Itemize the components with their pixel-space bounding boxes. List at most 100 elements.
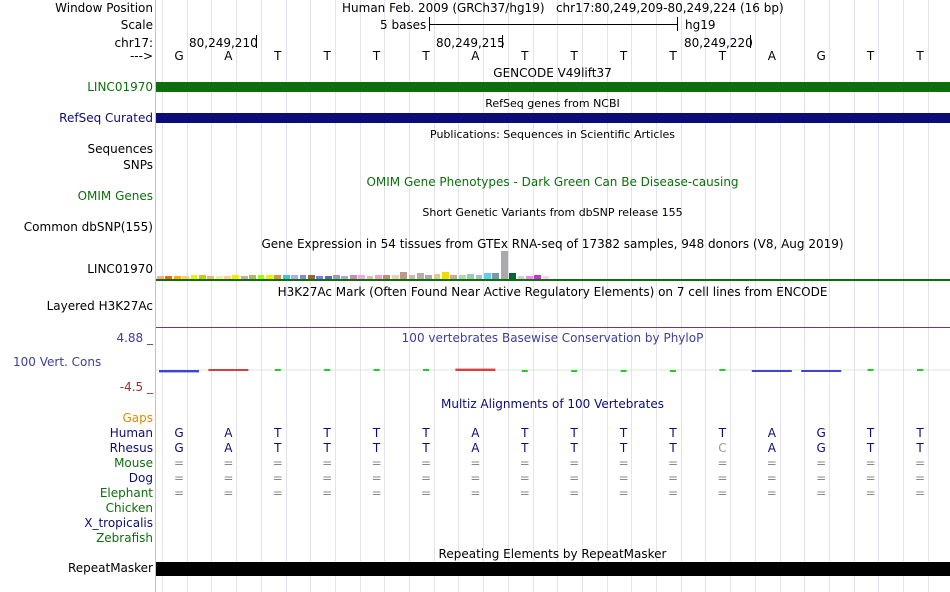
- conservation-score-mark: [455, 368, 496, 371]
- species-label-elephant[interactable]: Elephant: [99, 486, 153, 500]
- gtex-tissue-bar[interactable]: [232, 275, 240, 279]
- window-position-value: Human Feb. 2009 (GRCh37/hg19) chr17:80,2…: [342, 1, 784, 15]
- gtex-tissue-bar[interactable]: [349, 275, 357, 279]
- conservation-track-label[interactable]: 100 Vert. Cons: [13, 355, 102, 369]
- alignment-base: T: [718, 426, 727, 440]
- alignment-base: A: [224, 441, 233, 455]
- gtex-tissue-bar[interactable]: [433, 274, 441, 279]
- repeatmasker-bar[interactable]: [156, 562, 950, 576]
- gtex-tissue-bar[interactable]: [408, 275, 416, 279]
- gtex-tissue-bar[interactable]: [173, 276, 181, 279]
- gtex-tissue-bar[interactable]: [165, 276, 173, 279]
- alignment-base: =: [569, 471, 580, 485]
- species-label-dog[interactable]: Dog: [128, 471, 153, 485]
- gtex-tissue-bar[interactable]: [291, 275, 298, 279]
- gtex-tissue-bar[interactable]: [450, 275, 458, 279]
- gtex-tissue-bar[interactable]: [324, 276, 332, 279]
- gtex-tissue-bar[interactable]: [458, 275, 466, 279]
- gtex-track-label[interactable]: LINC01970: [87, 262, 153, 276]
- publications-sequences-label[interactable]: Sequences: [87, 142, 153, 156]
- gtex-tissue-bar[interactable]: [316, 276, 324, 279]
- gtex-tissue-bar[interactable]: [525, 276, 533, 279]
- gtex-tissue-bar[interactable]: [274, 275, 282, 279]
- alignment-base: T: [422, 441, 430, 455]
- gtex-tissue-bar[interactable]: [366, 276, 374, 279]
- gtex-tissue-bar[interactable]: [542, 276, 550, 279]
- gtex-tissue-bar[interactable]: [257, 275, 265, 279]
- omim-track-label[interactable]: OMIM Genes: [77, 189, 153, 203]
- species-label-human[interactable]: Human: [109, 426, 153, 440]
- species-label-zebrafish[interactable]: Zebrafish: [96, 531, 153, 545]
- gtex-tissue-bar[interactable]: [391, 275, 399, 279]
- alignment-base: =: [667, 471, 679, 485]
- gtex-tissue-bar[interactable]: [467, 274, 475, 279]
- gtex-tissue-bar[interactable]: [240, 276, 248, 279]
- gtex-tissue-bar[interactable]: [425, 275, 433, 279]
- repeatmasker-track-label[interactable]: RepeatMasker: [67, 561, 153, 575]
- publications-snps-label[interactable]: SNPs: [123, 158, 153, 172]
- gtex-tissue-bar[interactable]: [224, 276, 231, 279]
- gtex-tissue-bar[interactable]: [198, 275, 206, 279]
- omim-track-title: OMIM Gene Phenotypes - Dark Green Can Be…: [366, 175, 739, 189]
- gtex-tissue-bar[interactable]: [483, 273, 491, 279]
- refseq-track-label[interactable]: RefSeq Curated: [59, 111, 153, 125]
- gtex-baseline: [156, 279, 950, 281]
- gtex-tissue-bar[interactable]: [442, 272, 449, 279]
- gtex-tissue-bar[interactable]: [375, 275, 382, 279]
- gtex-tissue-bar[interactable]: [517, 276, 525, 279]
- gtex-tissue-bar[interactable]: [190, 275, 198, 279]
- gtex-tissue-bar[interactable]: [534, 275, 542, 279]
- conservation-plot[interactable]: [0, 360, 950, 380]
- species-label-rhesus[interactable]: Rhesus: [109, 441, 153, 455]
- species-label-x_tropicalis[interactable]: X_tropicalis: [84, 516, 153, 530]
- gtex-tissue-bar[interactable]: [266, 275, 273, 279]
- gtex-tissue-bar[interactable]: [333, 275, 340, 279]
- gencode-gene-bar[interactable]: [156, 82, 950, 92]
- gtex-tissue-bar[interactable]: [358, 275, 366, 279]
- gtex-tissue-bar[interactable]: [249, 275, 257, 279]
- gtex-tissue-bar[interactable]: [509, 273, 516, 279]
- alignment-base: =: [667, 486, 679, 500]
- alignment-base: =: [371, 486, 382, 500]
- gtex-tissue-bar[interactable]: [492, 273, 500, 279]
- repeatmasker-track-title: Repeating Elements by RepeatMasker: [438, 547, 667, 561]
- gtex-tissue-bar[interactable]: [500, 251, 508, 279]
- gtex-tissue-bar[interactable]: [341, 276, 349, 279]
- sequence-base: A: [471, 49, 480, 63]
- alignment-base: T: [669, 426, 677, 440]
- alignment-base: =: [519, 456, 530, 470]
- alignment-base: =: [816, 471, 827, 485]
- alignment-base: =: [173, 456, 185, 470]
- refseq-gene-bar[interactable]: [156, 113, 950, 123]
- dbsnp-track-label[interactable]: Common dbSNP(155): [23, 220, 153, 234]
- grid-line: [631, 0, 633, 592]
- gtex-tissue-bar[interactable]: [182, 276, 189, 279]
- gtex-tissue-bar[interactable]: [383, 275, 391, 279]
- alignment-base: A: [767, 441, 776, 455]
- alignment-base: =: [865, 471, 876, 485]
- gaps-label[interactable]: Gaps: [122, 411, 153, 425]
- gtex-tissue-bar[interactable]: [207, 276, 215, 279]
- conservation-track-title: 100 vertebrates Basewise Conservation by…: [401, 331, 704, 345]
- gtex-tissue-bar[interactable]: [299, 275, 307, 279]
- conservation-score-mark: [324, 369, 331, 371]
- gtex-tissue-bar[interactable]: [475, 275, 483, 279]
- grid-line: [680, 0, 682, 592]
- h3k27ac-track-label[interactable]: Layered H3K27Ac: [46, 299, 153, 313]
- species-label-mouse[interactable]: Mouse: [114, 456, 153, 470]
- gtex-tissue-bar[interactable]: [215, 276, 223, 279]
- gtex-tissue-bar[interactable]: [416, 273, 424, 279]
- h3k27ac-track-title: H3K27Ac Mark (Often Found Near Active Re…: [277, 285, 828, 299]
- gtex-tissue-bar[interactable]: [157, 276, 164, 279]
- sequence-base: G: [174, 49, 184, 63]
- gtex-tissue-bar[interactable]: [400, 272, 407, 279]
- gtex-tissue-bar[interactable]: [307, 275, 315, 279]
- gencode-track-label[interactable]: LINC01970: [87, 80, 153, 94]
- alignment-base: T: [866, 426, 875, 440]
- species-label-chicken[interactable]: Chicken: [105, 501, 153, 515]
- grid-line: [236, 0, 238, 592]
- grid-line: [310, 0, 312, 592]
- gtex-tissue-bar[interactable]: [282, 275, 290, 279]
- gencode-track-title: GENCODE V49lift37: [493, 66, 612, 80]
